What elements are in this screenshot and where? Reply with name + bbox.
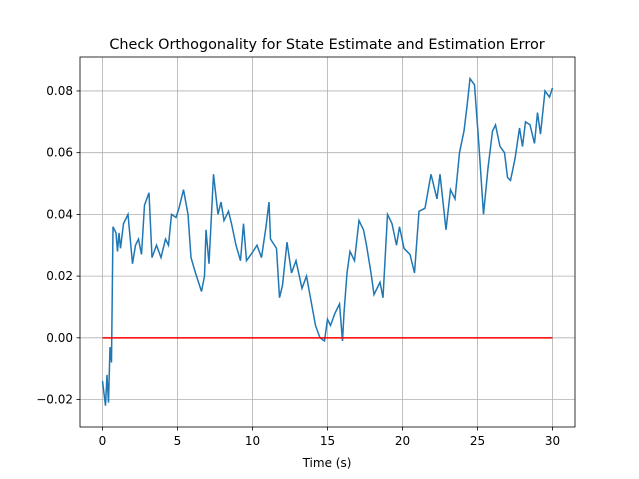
y-tick-label: 0.02 bbox=[46, 269, 73, 283]
y-tick-label: 0.00 bbox=[46, 331, 73, 345]
y-tick-label: 0.08 bbox=[46, 84, 73, 98]
x-tick-label: 30 bbox=[545, 434, 560, 448]
x-tick-label: 25 bbox=[470, 434, 485, 448]
y-tick-label: −0.02 bbox=[36, 393, 73, 407]
data-line bbox=[101, 76, 554, 406]
y-tick-label: 0.04 bbox=[46, 207, 73, 221]
chart-title: Check Orthogonality for State Estimate a… bbox=[109, 37, 544, 53]
x-tick-label: 0 bbox=[99, 434, 107, 448]
x-tick-label: 15 bbox=[320, 434, 335, 448]
y-tick-label: 0.06 bbox=[46, 146, 73, 160]
x-tick-label: 20 bbox=[395, 434, 410, 448]
plot-frame bbox=[79, 56, 576, 428]
x-tick-label: 10 bbox=[245, 434, 260, 448]
x-axis-label: Time (s) bbox=[302, 456, 352, 470]
x-tick-label: 5 bbox=[174, 434, 182, 448]
